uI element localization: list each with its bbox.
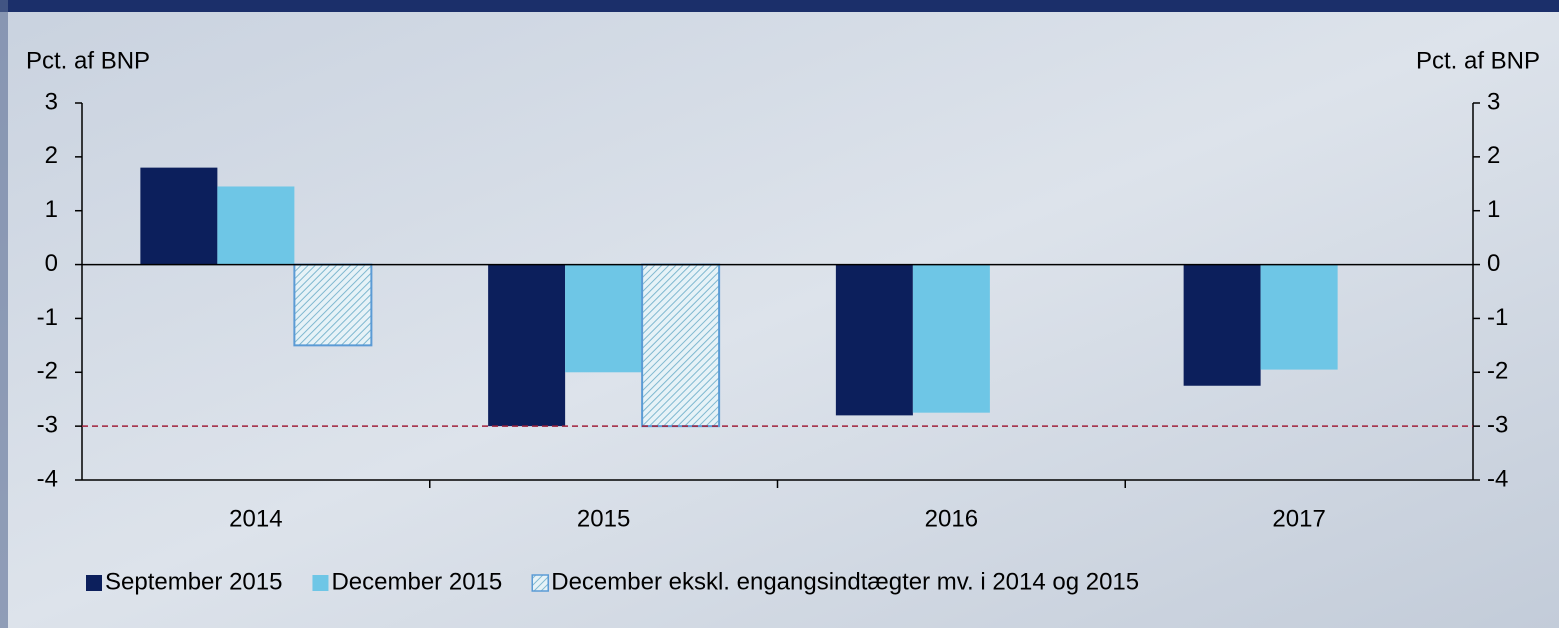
bar (641, 263, 721, 428)
y2-tick-label: -4 (1487, 465, 1508, 492)
legend-swatch (86, 575, 102, 591)
y2-tick-label: -1 (1487, 304, 1508, 331)
x-tick-label: 2017 (1272, 505, 1325, 532)
legend-label: September 2015 (105, 568, 282, 595)
bar (835, 264, 913, 416)
y2-tick-label: 0 (1487, 250, 1500, 277)
y2-tick-label: -2 (1487, 358, 1508, 385)
bar (293, 263, 373, 347)
left-edge (0, 0, 8, 628)
legend-swatch (531, 574, 549, 592)
y-tick-label: -2 (37, 358, 58, 385)
top-band (0, 0, 1559, 12)
x-tick-label: 2015 (577, 505, 630, 532)
y-tick-label: 3 (45, 88, 58, 115)
bar (1183, 264, 1261, 386)
legend-label: December 2015 (331, 568, 502, 595)
y-tick-label: -3 (37, 411, 58, 438)
y2-tick-label: 3 (1487, 88, 1500, 115)
y-tick-label: -4 (37, 465, 58, 492)
y2-axis-label: Pct. af BNP (1416, 47, 1540, 74)
y2-tick-label: 1 (1487, 196, 1500, 223)
legend-label: December ekskl. engangsindtægter mv. i 2… (551, 568, 1139, 595)
bar (565, 264, 643, 373)
y-axis-label: Pct. af BNP (26, 47, 150, 74)
y-tick-label: 1 (45, 196, 58, 223)
x-tick-label: 2016 (925, 505, 978, 532)
y-tick-label: 0 (45, 250, 58, 277)
bar (912, 264, 990, 413)
bar (217, 186, 295, 265)
legend-swatch (312, 575, 329, 591)
y-tick-label: 2 (45, 142, 58, 169)
y2-tick-label: 2 (1487, 142, 1500, 169)
bar (140, 167, 218, 265)
y2-tick-label: -3 (1487, 411, 1508, 438)
bar (488, 264, 566, 427)
x-tick-label: 2014 (229, 505, 282, 532)
y-tick-label: -1 (37, 304, 58, 331)
bar (1260, 264, 1338, 370)
